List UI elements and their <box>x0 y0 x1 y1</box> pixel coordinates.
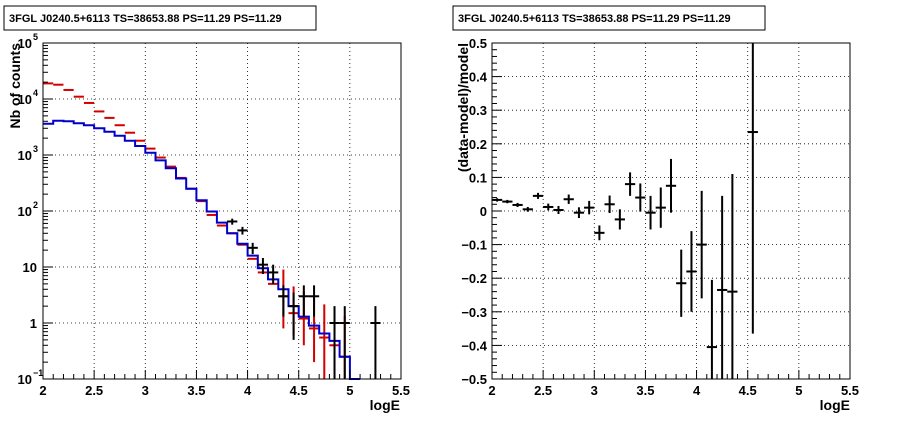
residual-ylabel: (data-model)/model <box>455 43 471 172</box>
counts-x-tick-label: 2.5 <box>85 383 103 398</box>
counts-title: 3FGL J0240.5+6113 TS=38653.88 PS=11.29 P… <box>9 13 282 25</box>
counts-y-tick-exponent: 3 <box>33 144 38 154</box>
residual-y-tick-label: 0.5 <box>469 36 487 51</box>
residual-x-tick-label: 2.5 <box>534 383 552 398</box>
residual-x-tick-label: 4.5 <box>739 383 757 398</box>
counts-grid <box>43 43 401 379</box>
counts-y-tick-label: 10 <box>18 92 32 107</box>
counts-x-tick-label: 3.5 <box>187 383 205 398</box>
residual-x-tick-label: 5 <box>795 383 802 398</box>
counts-y-tick-label: 10 <box>18 204 32 219</box>
counts-ylabel: Nb of counts <box>7 43 23 129</box>
counts-x-tick-label: 4 <box>244 383 252 398</box>
model-blue-series <box>43 119 361 380</box>
counts-x-tick-label: 5.5 <box>392 383 410 398</box>
counts-y-tick-label: 10 <box>18 372 32 387</box>
residual-axis-ticks: 2 2.5 3 3.5 4 4.5 5 5.5 −0.5 −0.4 −0.3 −0.2 −0.1 0 0.1… <box>461 36 859 398</box>
counts-y-tick-label: 10 <box>18 148 32 163</box>
counts-xlabel: logE <box>370 397 400 413</box>
counts-y-tick-label: 10 <box>18 36 32 51</box>
residual-title-box <box>452 5 766 31</box>
counts-x-tick-label: 2 <box>39 383 46 398</box>
residual-y-tick-label: −0.3 <box>461 305 487 320</box>
residual-xlabel: logE <box>820 397 850 413</box>
residual-series <box>492 43 758 379</box>
residual-x-tick-label: 2 <box>488 383 495 398</box>
residual-x-tick-label: 3.5 <box>636 383 654 398</box>
residual-x-tick-label: 3 <box>591 383 598 398</box>
residual-y-tick-label: 0.3 <box>469 103 487 118</box>
counts-y-tick-label: 10 <box>23 260 37 275</box>
data-black-series <box>227 218 381 379</box>
residual-y-tick-label: 0.2 <box>469 137 487 152</box>
residual-y-tick-label: −0.4 <box>461 338 487 353</box>
counts-x-tick-label: 4.5 <box>290 383 308 398</box>
counts-y-tick-exponent: 5 <box>33 32 38 42</box>
counts-y-tick-exponent: 2 <box>33 200 38 210</box>
counts-title-box <box>3 5 317 31</box>
residual-y-tick-label: −0.5 <box>461 372 487 387</box>
residual-grid <box>492 43 850 379</box>
counts-y-tick-label: 1 <box>30 316 37 331</box>
counts-y-tick-exponent: 4 <box>33 88 38 98</box>
residual-panel: 3FGL J0240.5+6113 TS=38653.88 PS=11.29 P… <box>452 5 859 413</box>
counts-y-tick-exponent: −1 <box>33 368 43 378</box>
residual-x-tick-label: 5.5 <box>841 383 859 398</box>
residual-y-tick-label: −0.2 <box>461 271 487 286</box>
residual-x-tick-label: 4 <box>693 383 701 398</box>
model-blue-step-line <box>43 119 361 380</box>
counts-x-tick-label: 5 <box>346 383 353 398</box>
residual-y-tick-label: 0.4 <box>469 70 488 85</box>
counts-x-tick-label: 3 <box>142 383 149 398</box>
counts-panel: 3FGL J0240.5+6113 TS=38653.88 PS=11.29 P… <box>3 5 411 413</box>
residual-title: 3FGL J0240.5+6113 TS=38653.88 PS=11.29 P… <box>458 13 731 25</box>
residual-y-tick-label: −0.1 <box>461 238 487 253</box>
residual-y-tick-label: 0 <box>480 204 487 219</box>
residual-y-tick-label: 0.1 <box>469 170 487 185</box>
